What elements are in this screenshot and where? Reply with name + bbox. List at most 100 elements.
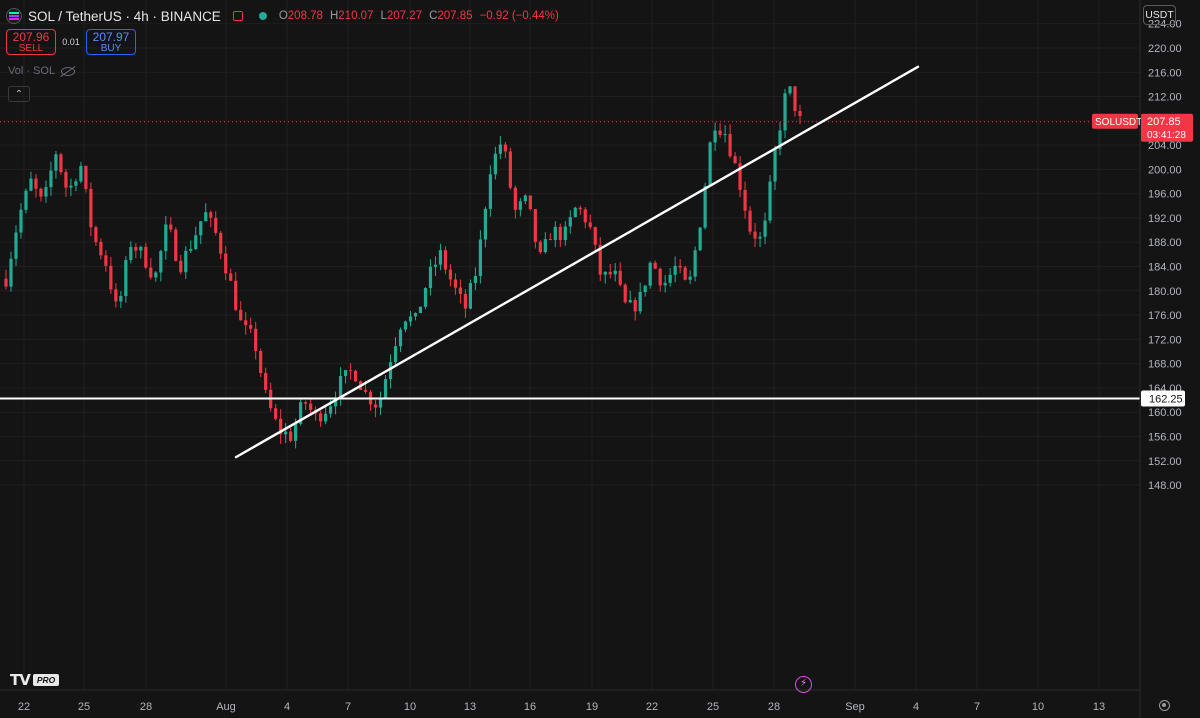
candle-body bbox=[164, 224, 168, 252]
candle-body bbox=[408, 316, 413, 322]
candle-body bbox=[249, 325, 253, 329]
collapse-button[interactable]: ⌃ bbox=[8, 86, 30, 102]
candle-body bbox=[34, 178, 38, 189]
time-tick-label: 19 bbox=[586, 701, 598, 713]
time-tick-label: 25 bbox=[707, 701, 719, 713]
candle-body bbox=[493, 153, 497, 175]
candle-body bbox=[214, 217, 218, 233]
low-value: 207.27 bbox=[386, 10, 423, 22]
candle-body bbox=[583, 209, 587, 223]
candle-body bbox=[398, 329, 403, 347]
candle-body bbox=[483, 208, 487, 240]
candle-body bbox=[284, 431, 288, 435]
candle-body bbox=[773, 148, 777, 182]
candle-body bbox=[119, 296, 123, 302]
candle-body bbox=[723, 134, 727, 136]
candle-body bbox=[788, 86, 792, 94]
flag-icon[interactable] bbox=[232, 11, 243, 21]
candle-body bbox=[713, 130, 717, 143]
candle-body bbox=[618, 270, 622, 285]
candle-body bbox=[289, 431, 293, 441]
symbol-header[interactable]: SOL / TetherUS · 4h · BINANCE O208.78 H2… bbox=[6, 6, 559, 26]
price-tick-label: 152.00 bbox=[1148, 456, 1182, 468]
candle-body bbox=[543, 239, 547, 253]
candle-body bbox=[733, 156, 737, 164]
gear-icon[interactable] bbox=[1159, 700, 1170, 711]
candle-body bbox=[149, 267, 153, 278]
candle-body bbox=[698, 227, 702, 251]
buy-button[interactable]: 207.97 BUY bbox=[86, 29, 136, 55]
candle-body bbox=[204, 212, 208, 222]
time-tick-label: 7 bbox=[974, 701, 980, 713]
candle-body bbox=[84, 165, 88, 189]
price-tick-label: 176.00 bbox=[1148, 310, 1182, 322]
candle-body bbox=[219, 232, 223, 254]
candle-body bbox=[588, 222, 592, 228]
sell-price: 207.96 bbox=[12, 30, 50, 44]
sell-button[interactable]: 207.96 SELL bbox=[6, 29, 56, 55]
candle-body bbox=[663, 282, 667, 286]
candle-body bbox=[184, 250, 188, 273]
candle-body bbox=[648, 262, 652, 286]
candle-body bbox=[693, 250, 697, 277]
candle-body bbox=[199, 221, 203, 236]
time-tick-label: 10 bbox=[1032, 701, 1044, 713]
time-tick-label: 16 bbox=[524, 701, 536, 713]
candle-body bbox=[64, 172, 68, 188]
candle-body bbox=[703, 186, 707, 228]
candle-body bbox=[763, 220, 767, 237]
candle-body bbox=[678, 265, 682, 268]
trade-panel: 207.96 SELL 0.01 207.97 BUY bbox=[6, 29, 136, 55]
candle-body bbox=[383, 379, 388, 399]
candle-body bbox=[753, 231, 757, 239]
candle-body bbox=[643, 285, 647, 293]
candle-body bbox=[458, 287, 463, 294]
candle-body bbox=[783, 93, 787, 131]
candle-body bbox=[159, 251, 163, 273]
candle-body bbox=[628, 300, 632, 303]
time-tick-label: 28 bbox=[140, 701, 152, 713]
eye-off-icon[interactable] bbox=[61, 66, 76, 76]
candle-body bbox=[638, 292, 642, 312]
candle-body bbox=[54, 154, 58, 171]
tradingview-logo[interactable]: TV PRO bbox=[10, 671, 60, 689]
candle-body bbox=[94, 227, 98, 242]
currency-button[interactable]: USDT bbox=[1143, 5, 1176, 25]
volume-indicator[interactable]: Vol · SOL bbox=[8, 65, 76, 77]
price-tick-label: 156.00 bbox=[1148, 431, 1182, 443]
ohlc-values: O208.78 H210.07 L207.27 C207.85 −0.92 (−… bbox=[279, 10, 559, 22]
candle-body bbox=[328, 406, 333, 414]
high-label: H bbox=[329, 10, 339, 22]
candle-body bbox=[478, 239, 483, 276]
open-value: 208.78 bbox=[287, 10, 323, 22]
candle-body bbox=[513, 187, 517, 210]
symbol-title[interactable]: SOL / TetherUS · 4h · BINANCE bbox=[28, 8, 221, 24]
candle-body bbox=[224, 253, 228, 274]
candle-body bbox=[578, 207, 582, 210]
lightning-icon[interactable]: ⚡ bbox=[795, 676, 812, 693]
candle-body bbox=[114, 289, 118, 302]
price-tick-label: 180.00 bbox=[1148, 286, 1182, 298]
price-tick-label: 212.00 bbox=[1148, 92, 1182, 104]
price-tick-label: 148.00 bbox=[1148, 480, 1182, 492]
candle-body bbox=[4, 278, 8, 287]
last-price-value: 207.85 bbox=[1147, 116, 1181, 128]
candle-body bbox=[294, 423, 298, 441]
time-tick-label: 22 bbox=[646, 701, 658, 713]
hline-tag-label: 162.25 bbox=[1149, 394, 1183, 406]
candle-body bbox=[319, 413, 323, 422]
candle-body bbox=[19, 209, 23, 233]
time-tick-label: 4 bbox=[284, 701, 290, 713]
candle-body bbox=[488, 174, 492, 209]
candle-body bbox=[503, 144, 507, 152]
candle-body bbox=[658, 268, 662, 286]
time-tick-label: 4 bbox=[913, 701, 919, 713]
time-tick-label: 28 bbox=[768, 701, 780, 713]
time-tick-label: Aug bbox=[216, 701, 236, 713]
price-tick-label: 216.00 bbox=[1148, 67, 1182, 79]
candle-body bbox=[708, 142, 712, 187]
candle-body bbox=[473, 275, 478, 284]
change-value: −0.92 (−0.44%) bbox=[479, 10, 559, 22]
candle-body bbox=[573, 207, 577, 218]
